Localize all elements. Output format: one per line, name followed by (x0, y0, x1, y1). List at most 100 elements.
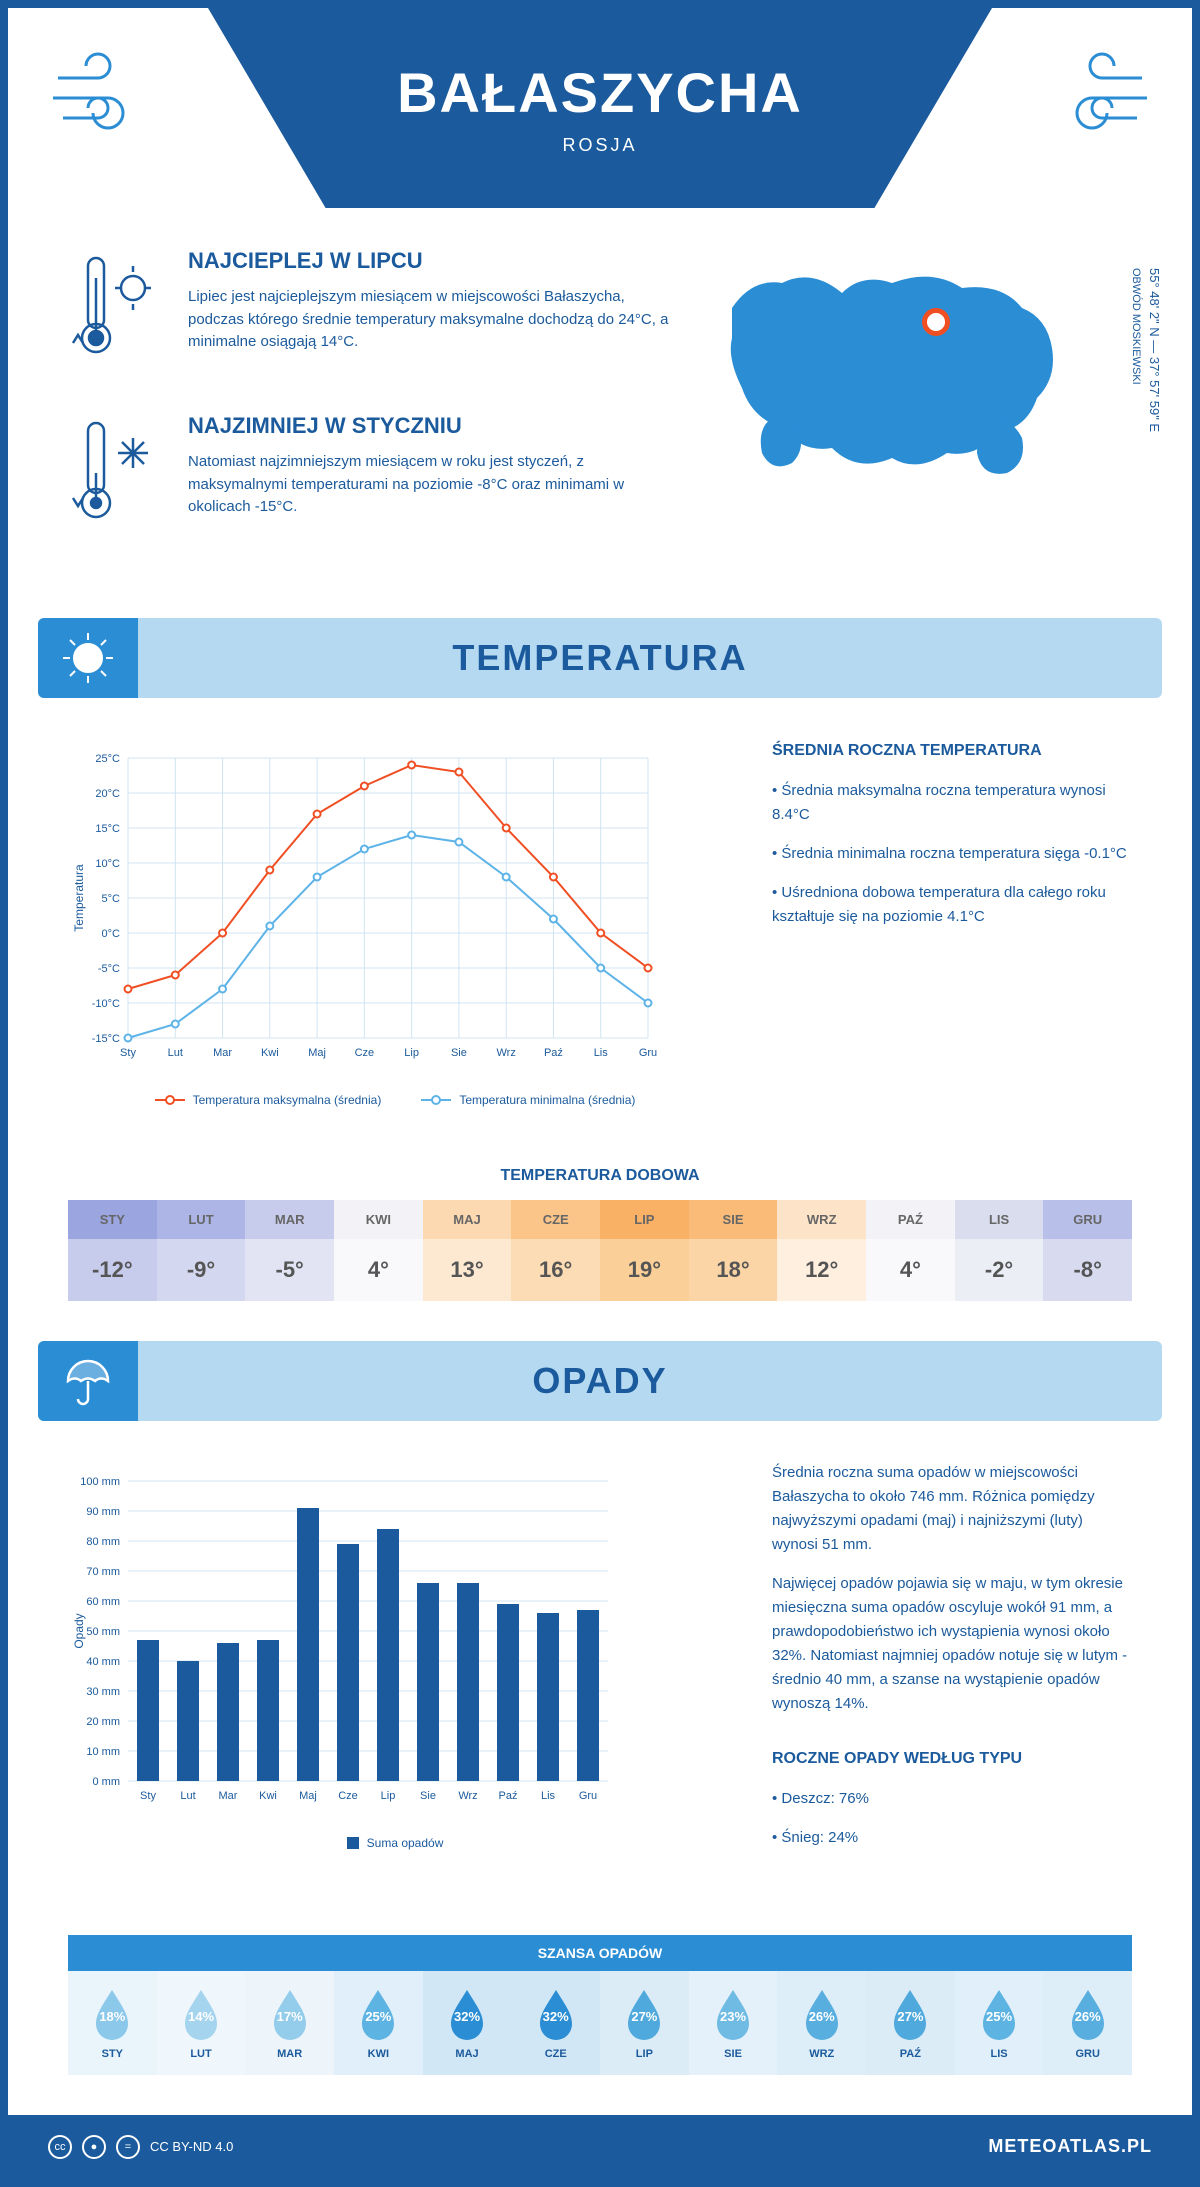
intro-section: NAJCIEPLEJ W LIPCU Lipiec jest najcieple… (8, 208, 1192, 618)
temperature-legend: .legend-item:nth-child(1) .legend-line::… (68, 1093, 722, 1107)
svg-text:Sie: Sie (420, 1790, 436, 1802)
svg-text:5°C: 5°C (102, 893, 121, 905)
precip-rain: • Deszcz: 76% (772, 1787, 1132, 1811)
svg-text:Kwi: Kwi (259, 1790, 277, 1802)
chance-cell: 27%PAŹ (866, 1971, 955, 2075)
svg-text:Lut: Lut (168, 1047, 183, 1059)
svg-text:Kwi: Kwi (261, 1047, 279, 1059)
svg-text:Paź: Paź (499, 1790, 518, 1802)
chance-cell: 17%MAR (245, 1971, 334, 2075)
svg-text:Paź: Paź (544, 1047, 563, 1059)
temp-cell: KWI4° (334, 1200, 423, 1301)
country-name: ROSJA (562, 135, 637, 156)
svg-text:Lis: Lis (541, 1790, 556, 1802)
wind-icon (48, 48, 168, 153)
footer-site: METEOATLAS.PL (988, 2136, 1152, 2157)
chance-cell: 26%GRU (1043, 1971, 1132, 2075)
svg-text:Maj: Maj (308, 1047, 326, 1059)
svg-text:60 mm: 60 mm (86, 1596, 120, 1608)
legend-precip-label: Suma opadów (367, 1836, 444, 1850)
temperature-chart-area: -15°C -10°C -5°C 0°C 5°C 10°C 15°C 20°C 25°C Sty L… (68, 738, 722, 1107)
svg-text:30 mm: 30 mm (86, 1686, 120, 1698)
chance-cell: 25%LIS (955, 1971, 1044, 2075)
svg-text:100 mm: 100 mm (80, 1476, 120, 1488)
svg-text:0 mm: 0 mm (93, 1776, 121, 1788)
svg-text:Mar: Mar (213, 1047, 232, 1059)
coldest-title: NAJZIMNIEJ W STYCZNIU (188, 413, 672, 439)
chance-cell: 32%MAJ (423, 1971, 512, 2075)
latitude: 55° 48' 2" N (1147, 268, 1162, 337)
precip-p2: Najwięcej opadów pojawia się w maju, w t… (772, 1572, 1132, 1716)
svg-text:Wrz: Wrz (458, 1790, 477, 1802)
svg-text:15°C: 15°C (95, 823, 120, 835)
svg-text:90 mm: 90 mm (86, 1506, 120, 1518)
header-wrap: BAŁASZYCHA ROSJA (8, 8, 1192, 208)
city-name: BAŁASZYCHA (397, 60, 803, 125)
chance-cell: 25%KWI (334, 1971, 423, 2075)
precip-content: 0 mm10 mm20 mm30 mm40 mm50 mm60 mm70 mm8… (8, 1421, 1192, 1905)
thermometer-snow-icon (68, 413, 168, 538)
precip-summary: Średnia roczna suma opadów w miejscowośc… (772, 1461, 1132, 1865)
region-label: OBWÓD MOSKIEWSKI (1130, 268, 1142, 385)
temp-cell: MAJ13° (423, 1200, 512, 1301)
legend-precip: Suma opadów (347, 1836, 444, 1850)
temperature-content: -15°C -10°C -5°C 0°C 5°C 10°C 15°C 20°C 25°C Sty L… (8, 698, 1192, 1147)
svg-text:70 mm: 70 mm (86, 1566, 120, 1578)
svg-text:-10°C: -10°C (92, 998, 120, 1010)
temp-cell: LIS-2° (955, 1200, 1044, 1301)
svg-text:Lis: Lis (594, 1047, 609, 1059)
temperature-title: TEMPERATURA (452, 637, 747, 679)
temp-cell: PAŹ4° (866, 1200, 955, 1301)
daily-temp-title: TEMPERATURA DOBOWA (8, 1167, 1192, 1185)
legend-min: .legend-item:nth-child(2) .legend-line::… (421, 1093, 635, 1107)
temp-cell: LIP19° (600, 1200, 689, 1301)
svg-text:Mar: Mar (219, 1790, 238, 1802)
avg-temp-p2: • Średnia minimalna roczna temperatura s… (772, 842, 1132, 866)
sun-icon (38, 618, 138, 698)
coldest-desc: Natomiast najzimniejszym miesiącem w rok… (188, 451, 672, 519)
warmest-desc: Lipiec jest najcieplejszym miesiącem w m… (188, 286, 672, 354)
longitude: 37° 57' 59" E (1147, 357, 1162, 432)
chance-cell: 18%STY (68, 1971, 157, 2075)
avg-temp-p1: • Średnia maksymalna roczna temperatura … (772, 779, 1132, 827)
coordinates: 55° 48' 2" N — 37° 57' 59" E (1147, 268, 1162, 432)
temp-cell: MAR-5° (245, 1200, 334, 1301)
svg-text:40 mm: 40 mm (86, 1656, 120, 1668)
svg-text:-15°C: -15°C (92, 1033, 120, 1045)
chance-cell: 27%LIP (600, 1971, 689, 2075)
by-icon: ● (82, 2135, 106, 2159)
warmest-title: NAJCIEPLEJ W LIPCU (188, 248, 672, 274)
chance-cell: 32%CZE (511, 1971, 600, 2075)
cc-icon: cc (48, 2135, 72, 2159)
daily-temp-table: STY-12°LUT-9°MAR-5°KWI4°MAJ13°CZE16°LIP1… (68, 1200, 1132, 1301)
chance-cell: 23%SIE (689, 1971, 778, 2075)
svg-text:Sty: Sty (120, 1047, 136, 1059)
location-marker-icon (922, 308, 950, 336)
temp-cell: GRU-8° (1043, 1200, 1132, 1301)
avg-temp-p3: • Uśredniona dobowa temperatura dla całe… (772, 881, 1132, 929)
svg-text:10°C: 10°C (95, 858, 120, 870)
coldest-text: NAJZIMNIEJ W STYCZNIU Natomiast najzimni… (188, 413, 672, 538)
svg-text:20°C: 20°C (95, 788, 120, 800)
footer-license: cc ● = CC BY-ND 4.0 (48, 2135, 233, 2159)
wind-icon (1032, 48, 1152, 153)
svg-text:80 mm: 80 mm (86, 1536, 120, 1548)
precip-chart-area: 0 mm10 mm20 mm30 mm40 mm50 mm60 mm70 mm8… (68, 1461, 722, 1865)
legend-max: .legend-item:nth-child(1) .legend-line::… (155, 1093, 382, 1107)
svg-text:25°C: 25°C (95, 753, 120, 765)
chance-row: 18%STY14%LUT17%MAR25%KWI32%MAJ32%CZE27%L… (68, 1971, 1132, 2075)
svg-text:Cze: Cze (338, 1790, 358, 1802)
svg-text:Maj: Maj (299, 1790, 317, 1802)
temp-cell: CZE16° (511, 1200, 600, 1301)
legend-min-label: Temperatura minimalna (średnia) (459, 1093, 635, 1107)
world-map (712, 248, 1092, 488)
svg-text:-5°C: -5°C (98, 963, 120, 975)
svg-text:0°C: 0°C (102, 928, 121, 940)
temperature-summary: ŚREDNIA ROCZNA TEMPERATURA • Średnia mak… (772, 738, 1132, 1107)
svg-text:Lip: Lip (404, 1047, 419, 1059)
chance-cell: 26%WRZ (777, 1971, 866, 2075)
svg-text:Lip: Lip (381, 1790, 396, 1802)
precip-snow: • Śnieg: 24% (772, 1826, 1132, 1850)
svg-text:50 mm: 50 mm (86, 1626, 120, 1638)
temperature-line-chart: -15°C -10°C -5°C 0°C 5°C 10°C 15°C 20°C 25°C Sty L… (68, 738, 668, 1078)
